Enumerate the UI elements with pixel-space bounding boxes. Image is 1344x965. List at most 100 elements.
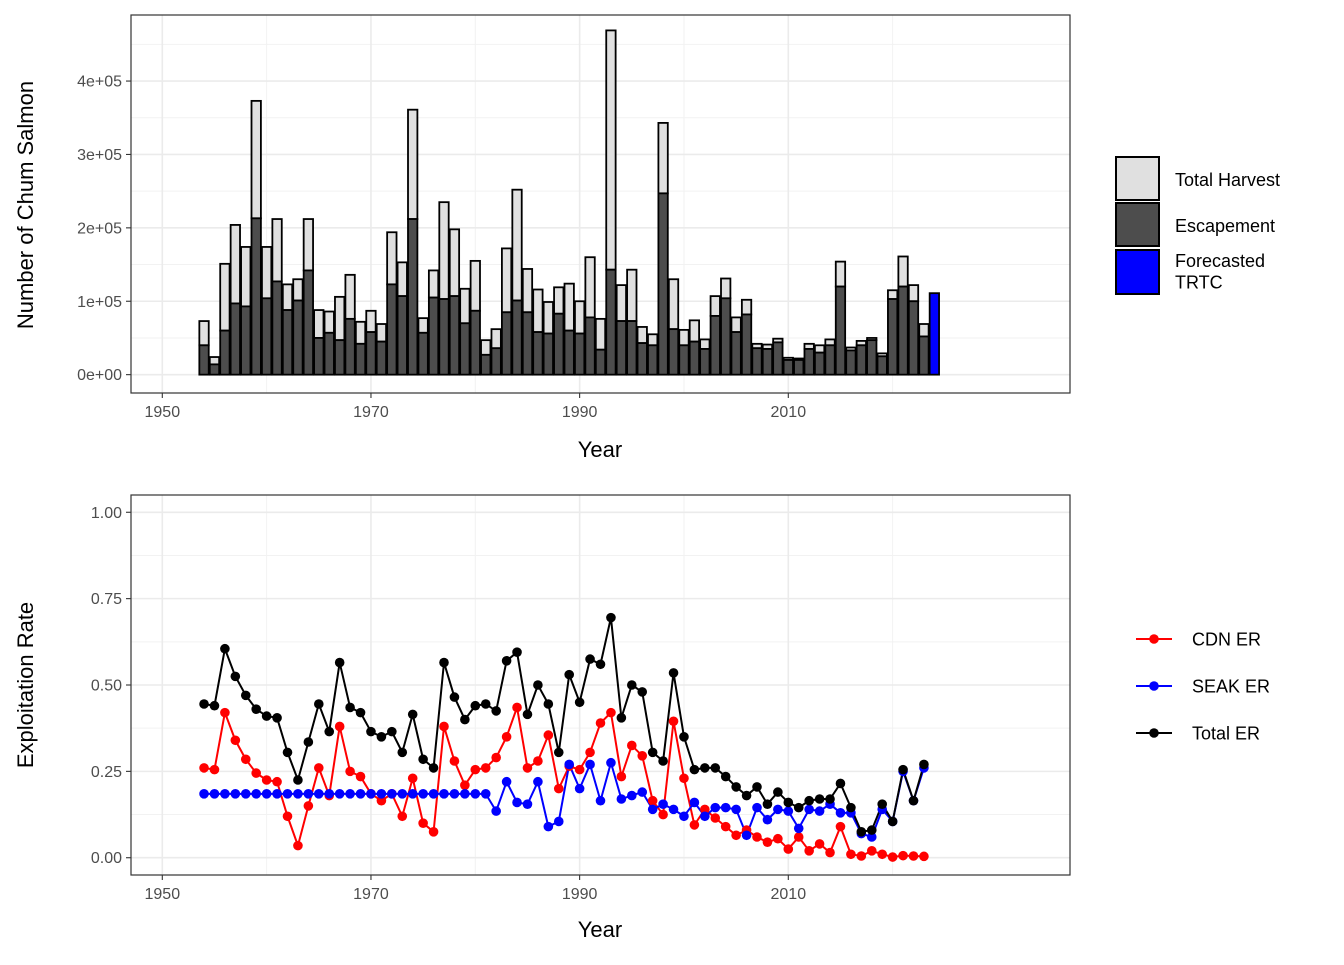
point-total-er: [199, 699, 209, 709]
bar-total-harvest: [605, 29, 617, 271]
y-tick-label: 0.25: [91, 764, 122, 781]
point-total-er: [293, 775, 303, 785]
point-seak-er: [543, 821, 554, 832]
bar-escapement: [532, 331, 544, 376]
point-cdn-er: [783, 844, 794, 854]
y-tick-label: 3e+05: [77, 147, 122, 164]
point-cdn-er: [397, 811, 408, 822]
point-total-er: [512, 647, 522, 657]
bar-escapement: [866, 339, 878, 376]
y-tick-label: 1.00: [91, 505, 122, 522]
legend-label-forecasted-trtc: Forecasted TRTC: [1175, 251, 1265, 293]
point-total-er: [543, 699, 554, 709]
point-total-er: [700, 763, 710, 773]
bar-total-harvest: [250, 99, 262, 220]
bar-total-harvest: [396, 261, 408, 298]
point-seak-er: [501, 776, 512, 787]
bar-escapement: [469, 309, 481, 376]
top-legend: Total Harvest Escapement Forecasted TRTC: [1115, 156, 1280, 295]
point-seak-er: [355, 789, 366, 799]
point-total-er: [887, 816, 898, 827]
bar-escapement: [678, 344, 690, 376]
point-cdn-er: [720, 821, 731, 832]
point-cdn-er: [334, 721, 345, 732]
point-seak-er: [616, 794, 627, 804]
bar-total-harvest: [386, 231, 398, 286]
point-total-er: [564, 669, 574, 680]
bar-total-harvest: [887, 289, 899, 300]
point-seak-er: [574, 783, 585, 794]
point-total-er: [439, 657, 449, 668]
point-seak-er: [220, 789, 230, 799]
point-total-er: [720, 771, 731, 782]
point-cdn-er: [449, 756, 460, 766]
point-cdn-er: [835, 821, 846, 832]
point-seak-er: [679, 811, 689, 822]
bar-total-harvest: [480, 339, 492, 356]
point-cdn-er: [240, 754, 251, 765]
y-tick-label: 2e+05: [77, 220, 122, 237]
point-seak-er: [783, 806, 794, 816]
point-total-er: [553, 747, 564, 758]
x-tick-label: 1950: [145, 886, 181, 903]
point-seak-er: [814, 806, 825, 816]
point-seak-er: [710, 802, 721, 813]
bar-escapement: [761, 348, 774, 376]
bar-total-harvest: [344, 273, 356, 320]
point-total-er: [616, 713, 627, 723]
harvest-escapement-panel: 1950 1970 1990 2010 0e+00 1e+05 2e+05 3e+05 4e+…: [13, 14, 1280, 462]
point-seak-er: [449, 789, 460, 799]
top-panel-border: [130, 14, 1071, 394]
point-total-er: [428, 763, 439, 773]
point-cdn-er: [522, 763, 533, 773]
point-cdn-er: [887, 852, 898, 862]
bar-total-harvest: [647, 333, 659, 347]
bottom-y-axis-title: Exploitation Rate: [13, 602, 38, 768]
top-panel-bars: [198, 29, 940, 376]
point-cdn-er: [574, 764, 585, 775]
bar-escapement: [386, 283, 398, 376]
point-seak-er: [387, 789, 397, 799]
bottom-panel-gridlines: [131, 495, 1070, 875]
y-tick-label: 0e+00: [77, 367, 122, 384]
point-total-er: [261, 711, 272, 721]
point-cdn-er: [512, 702, 522, 713]
point-total-er: [793, 802, 804, 813]
point-cdn-er: [762, 837, 773, 847]
point-total-er: [814, 794, 825, 804]
x-tick-label: 1970: [353, 886, 389, 903]
bar-escapement: [542, 332, 554, 376]
point-cdn-er: [866, 846, 877, 856]
bar-total-harvest: [626, 268, 638, 322]
point-cdn-er: [919, 851, 929, 862]
bar-escapement: [490, 347, 502, 376]
bar-escapement: [740, 313, 753, 376]
point-seak-er: [282, 789, 293, 799]
point-total-er: [877, 799, 887, 809]
point-cdn-er: [355, 771, 366, 782]
bar-escapement: [511, 299, 523, 376]
point-seak-er: [668, 804, 679, 815]
bar-total-harvest: [313, 309, 325, 339]
point-cdn-er: [700, 804, 710, 815]
bar-total-harvest: [229, 224, 241, 305]
point-cdn-er: [293, 840, 303, 851]
point-total-er: [804, 795, 814, 806]
point-cdn-er: [272, 776, 282, 787]
bar-total-harvest: [323, 310, 335, 334]
point-seak-er: [804, 804, 814, 815]
legend-key-point-seak-er: [1149, 681, 1159, 691]
point-seak-er: [345, 789, 355, 799]
line-total-er: [203, 617, 925, 833]
point-total-er: [898, 764, 908, 775]
point-cdn-er: [491, 752, 501, 763]
bar-total-harvest: [208, 356, 221, 366]
point-total-er: [637, 687, 648, 697]
point-seak-er: [366, 789, 376, 799]
legend-label-total-harvest: Total Harvest: [1175, 170, 1280, 190]
point-total-er: [533, 680, 543, 690]
point-total-er: [658, 756, 668, 766]
top-x-axis-title: Year: [578, 437, 622, 462]
point-cdn-er: [220, 707, 230, 718]
legend-key-forecasted-trtc: [1115, 249, 1160, 295]
